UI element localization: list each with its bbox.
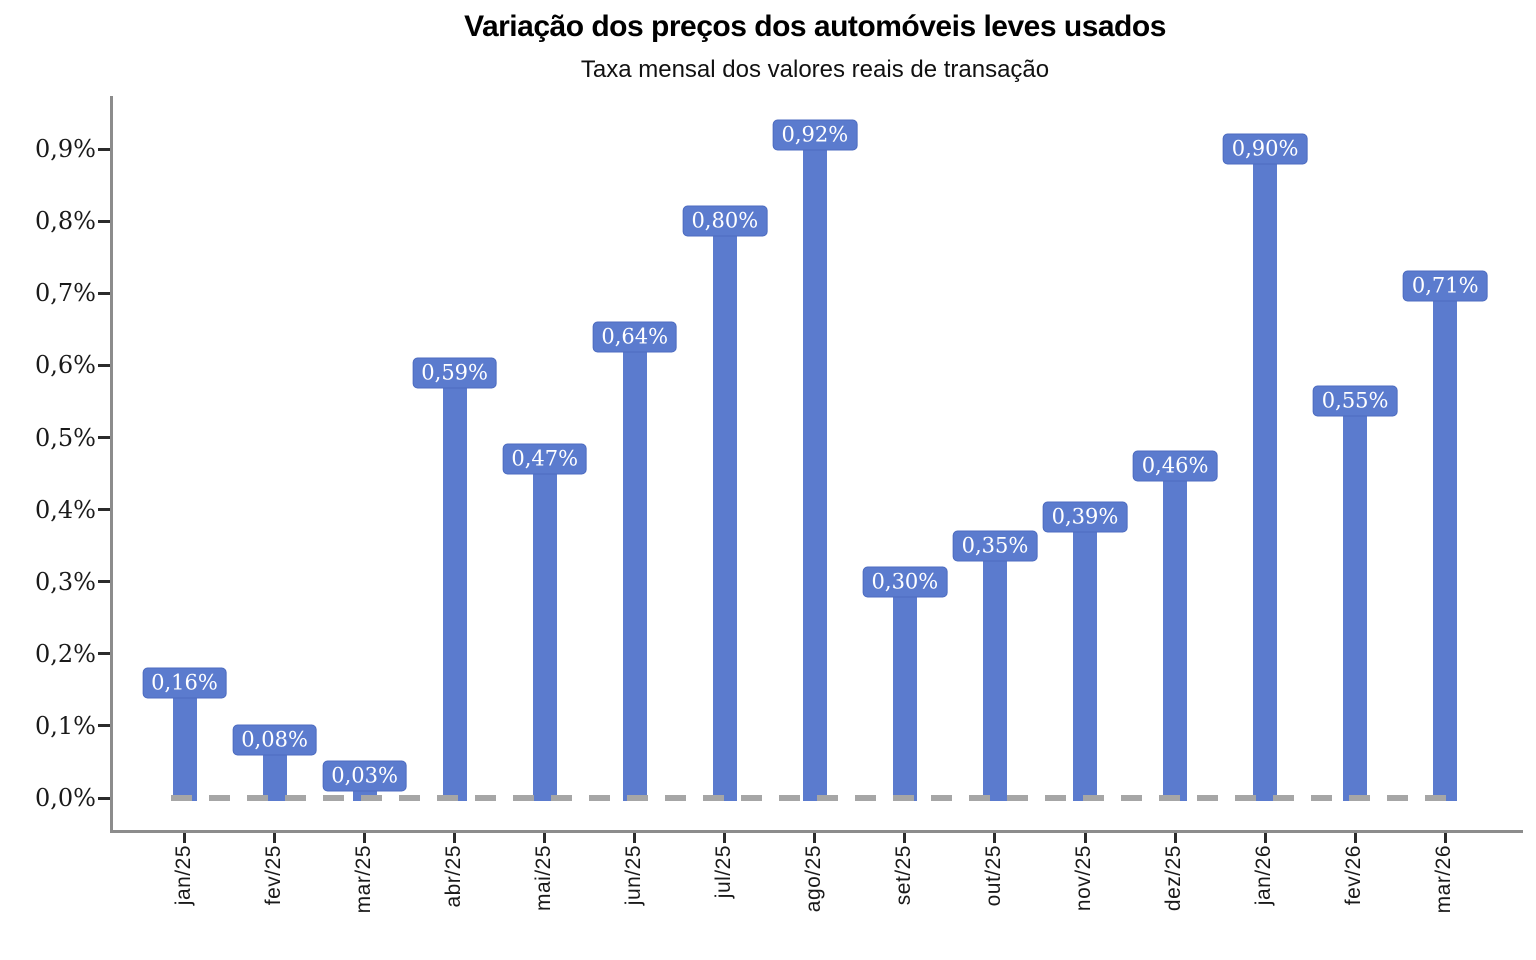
x-tick-jun/25	[633, 833, 637, 843]
y-axis-line	[110, 96, 113, 833]
x-tick-jan/26	[1263, 833, 1267, 843]
x-tick-mar/26	[1443, 833, 1447, 843]
x-tick-abr/25	[453, 833, 457, 843]
y-axis-label-0,9%: 0,9%	[35, 135, 96, 164]
x-axis-label-mar/25: mar/25	[351, 845, 375, 914]
y-axis-label-0,7%: 0,7%	[35, 279, 96, 308]
x-tick-mai/25	[543, 833, 547, 843]
bar-value-label-jun/25: 0,64%	[592, 321, 678, 353]
x-tick-fev/25	[273, 833, 277, 843]
bar-mar/26	[1433, 286, 1458, 801]
x-axis-label-fev/26: fev/26	[1342, 845, 1366, 906]
bar-mai/25	[532, 459, 557, 801]
x-tick-jan/25	[183, 833, 186, 843]
bar-value-label-out/25: 0,35%	[952, 530, 1038, 562]
chart-subtitle: Taxa mensal dos valores reais de transaç…	[580, 56, 1050, 83]
x-axis-label-ago/25: ago/25	[801, 845, 825, 913]
x-axis-label-set/25: set/25	[891, 845, 915, 906]
chart-title: Variação dos preços dos automóveis leves…	[464, 10, 1166, 43]
x-axis-label-fev/25: fev/25	[261, 845, 285, 906]
y-axis-label-0,5%: 0,5%	[35, 423, 96, 452]
x-tick-jul/25	[723, 833, 727, 843]
bar-jan/25	[172, 682, 197, 801]
bar-value-label-jul/25: 0,80%	[682, 205, 768, 237]
x-axis-label-nov/25: nov/25	[1072, 845, 1095, 912]
bar-fev/26	[1343, 401, 1368, 801]
bar-nov/25	[1073, 516, 1097, 801]
x-tick-out/25	[993, 833, 997, 843]
y-tick-0,0%	[98, 796, 110, 800]
x-tick-dez/25	[1173, 833, 1177, 843]
bar-value-label-fev/25: 0,08%	[232, 724, 317, 756]
y-axis-label-0,3%: 0,3%	[35, 567, 96, 596]
x-axis-label-jul/25: jul/25	[711, 845, 735, 899]
y-tick-0,4%	[98, 508, 110, 512]
bar-jun/25	[622, 336, 647, 801]
y-tick-0,6%	[98, 363, 110, 367]
bar-dez/25	[1163, 466, 1188, 801]
y-axis-label-0,2%: 0,2%	[35, 639, 96, 668]
bar-set/25	[892, 581, 917, 801]
x-axis-line	[110, 830, 1523, 833]
y-axis-label-0,8%: 0,8%	[35, 207, 96, 236]
y-tick-0,8%	[98, 219, 110, 223]
y-axis-label-0,1%: 0,1%	[35, 711, 96, 740]
x-axis-label-jan/26: jan/26	[1252, 845, 1276, 906]
x-axis-label-mar/26: mar/26	[1432, 845, 1456, 914]
bar-ago/25	[802, 134, 827, 801]
bar-value-label-set/25: 0,30%	[862, 566, 948, 598]
y-axis-label-0,6%: 0,6%	[35, 351, 96, 380]
y-tick-0,9%	[98, 147, 110, 151]
y-tick-0,2%	[98, 652, 110, 656]
y-tick-0,5%	[98, 436, 110, 439]
x-axis-label-jan/25: jan/25	[171, 845, 195, 906]
x-tick-nov/25	[1083, 833, 1087, 843]
x-axis-label-mai/25: mai/25	[531, 845, 555, 912]
x-axis-label-abr/25: abr/25	[441, 845, 465, 908]
x-axis-label-jun/25: jun/25	[621, 845, 645, 906]
x-axis-label-dez/25: dez/25	[1162, 845, 1186, 912]
x-tick-set/25	[903, 833, 907, 843]
y-tick-0,1%	[98, 724, 110, 728]
bar-value-label-jan/25: 0,16%	[142, 667, 227, 699]
y-axis-label-0,4%: 0,4%	[35, 495, 96, 524]
bar-abr/25	[442, 372, 467, 801]
y-tick-0,3%	[98, 580, 110, 584]
y-tick-0,7%	[98, 291, 110, 295]
bar-value-label-jan/26: 0,90%	[1222, 133, 1308, 165]
bar-jul/25	[712, 221, 737, 801]
bar-value-label-ago/25: 0,92%	[772, 119, 858, 151]
y-axis-label-0,0%: 0,0%	[35, 784, 96, 812]
x-axis-label-out/25: out/25	[981, 845, 1005, 907]
x-tick-ago/25	[813, 833, 817, 843]
bar-out/25	[982, 545, 1007, 801]
bar-value-label-nov/25: 0,39%	[1042, 501, 1128, 533]
bar-value-label-abr/25: 0,59%	[412, 357, 497, 389]
bar-value-label-dez/25: 0,46%	[1132, 450, 1218, 482]
bar-value-label-mar/25: 0,03%	[322, 760, 407, 792]
zero-dashed-line	[171, 795, 1463, 801]
bar-value-label-fev/26: 0,55%	[1312, 385, 1398, 417]
bar-value-label-mar/26: 0,71%	[1402, 270, 1488, 302]
bar-jan/26	[1253, 149, 1278, 801]
bar-value-label-mai/25: 0,47%	[502, 443, 588, 475]
x-tick-fev/26	[1353, 833, 1357, 843]
x-tick-mar/25	[363, 833, 367, 843]
